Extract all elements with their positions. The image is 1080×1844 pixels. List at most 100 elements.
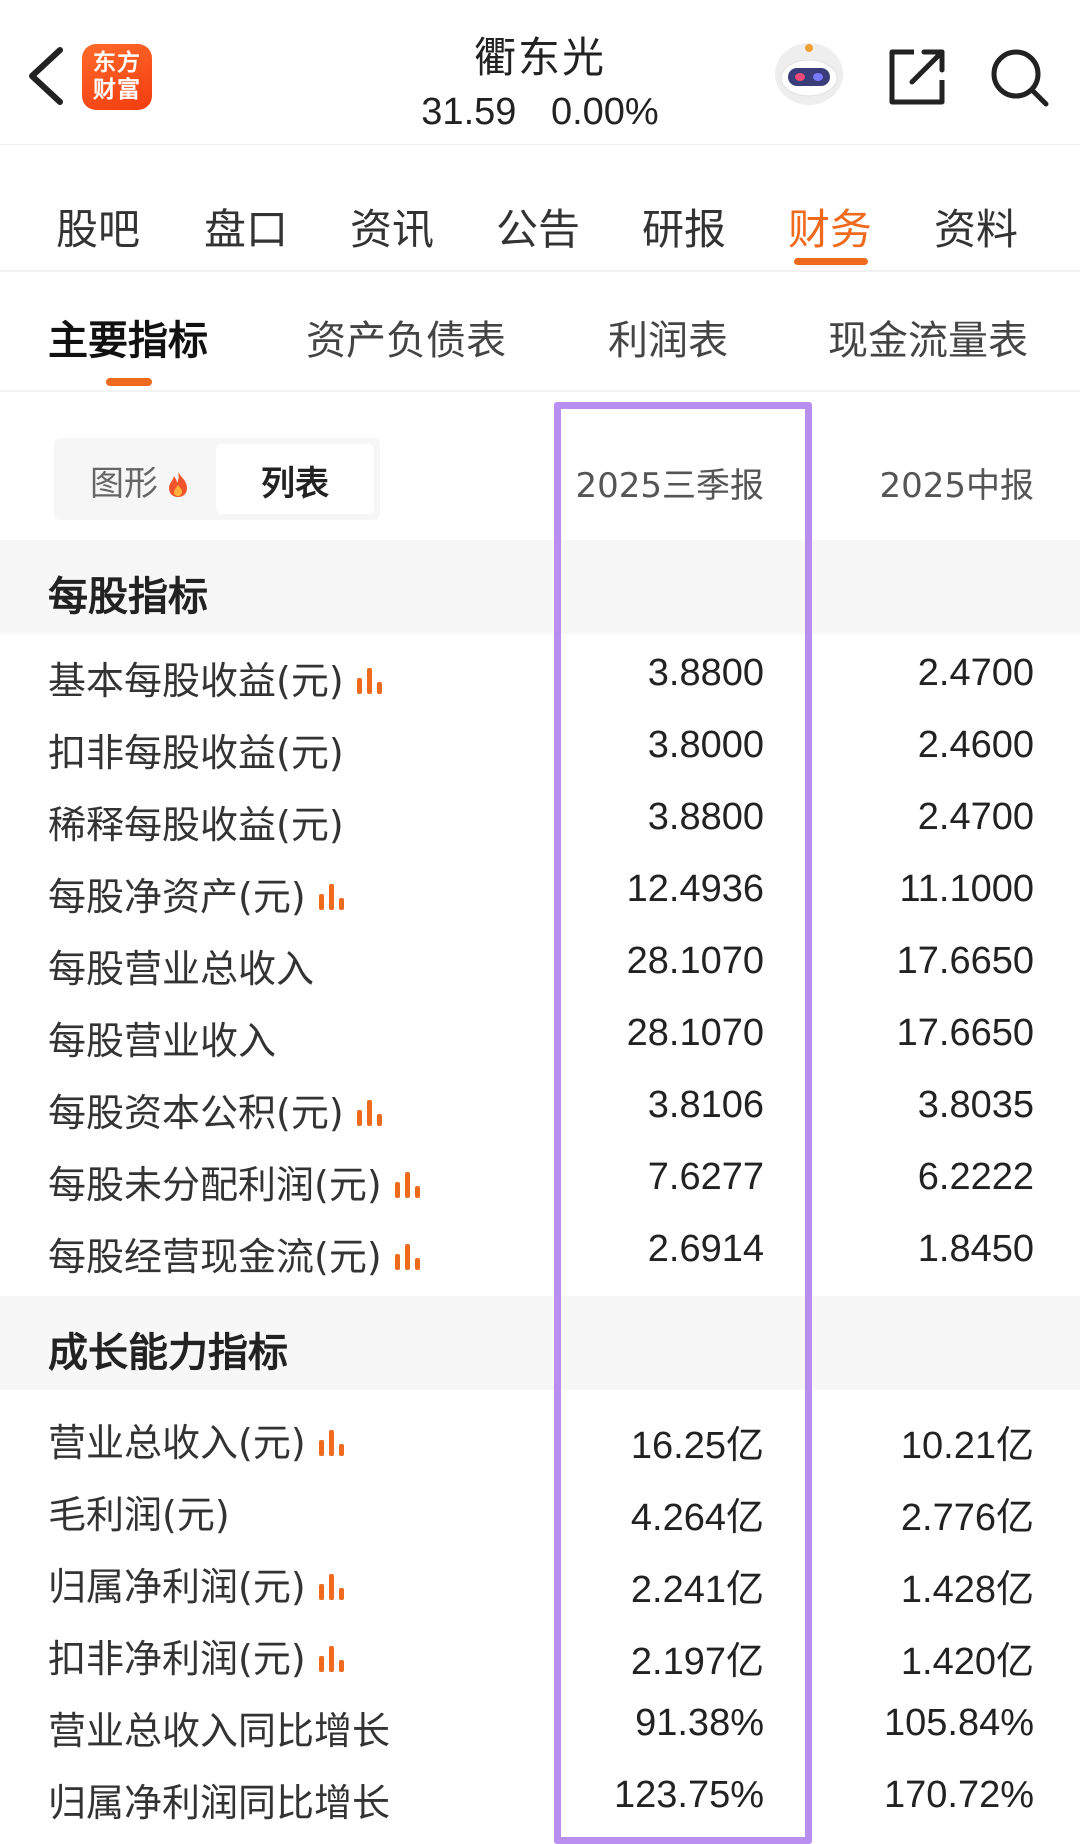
app-logo[interactable]: 东方 财富: [82, 44, 152, 110]
value-q3: 28.1070: [626, 940, 764, 982]
value-q3: 2.197亿: [630, 1641, 764, 1683]
value-h1: 105.84%: [883, 1702, 1034, 1744]
row-label-wrap: 每股未分配利润(元): [48, 1154, 424, 1209]
row-label: 归属净利润同比增长: [48, 1781, 391, 1825]
row-label: 每股营业收入: [48, 1019, 277, 1063]
stock-quote: 31.59 0.00%: [340, 91, 740, 134]
value-q3: 2.241亿: [630, 1569, 764, 1611]
table-row[interactable]: 每股营业总收入 28.1070 17.6650: [0, 926, 1080, 998]
row-label: 每股资本公积(元): [48, 1091, 344, 1135]
period-header-h1[interactable]: 2025中报: [879, 466, 1034, 506]
bar-chart-icon[interactable]: [354, 1096, 386, 1128]
section-header-growth: 成长能力指标: [0, 1296, 1080, 1390]
row-label: 扣非净利润(元): [48, 1637, 306, 1681]
row-label: 营业总收入同比增长: [48, 1709, 391, 1753]
value-q3: 12.4936: [626, 868, 764, 910]
value-h1: 170.72%: [883, 1774, 1034, 1816]
value-q3: 91.38%: [635, 1702, 764, 1744]
table-row[interactable]: 每股资本公积(元) 3.8106 3.8035: [0, 1070, 1080, 1142]
tab-pankou[interactable]: 盘口: [204, 205, 289, 254]
value-h1: 3.8035: [917, 1084, 1034, 1126]
row-label-wrap: 营业总收入(元): [48, 1412, 348, 1467]
active-tab-indicator: [794, 258, 868, 265]
value-q3: 3.8800: [647, 652, 764, 694]
finance-subtab-bar: 主要指标 资产负债表 利润表 现金流量表: [0, 272, 1080, 392]
row-label: 基本每股收益(元): [48, 659, 344, 703]
table-row[interactable]: 营业总收入(元) 16.25亿 10.21亿: [0, 1400, 1080, 1472]
row-label: 每股未分配利润(元): [48, 1163, 382, 1207]
value-q3: 123.75%: [613, 1774, 764, 1816]
table-row[interactable]: 毛利润(元) 4.264亿 2.776亿: [0, 1472, 1080, 1544]
back-arrow-icon[interactable]: [22, 44, 70, 108]
value-h1: 2.4600: [917, 724, 1034, 766]
row-label: 毛利润(元): [48, 1493, 230, 1537]
stock-change: 0.00%: [550, 91, 659, 133]
value-h1: 1.8450: [917, 1228, 1034, 1270]
subtab-cash-flow[interactable]: 现金流量表: [828, 318, 1028, 364]
table-row[interactable]: 稀释每股收益(元) 3.8800 2.4700: [0, 782, 1080, 854]
list-view-button[interactable]: 列表: [216, 444, 374, 514]
value-q3: 16.25亿: [630, 1425, 764, 1467]
section-title: 每股指标: [48, 574, 208, 620]
table-row[interactable]: 基本每股收益(元) 3.8800 2.4700: [0, 638, 1080, 710]
row-label-wrap: 每股资本公积(元): [48, 1082, 386, 1137]
row-label-wrap: 归属净利润(元): [48, 1556, 348, 1611]
bar-chart-icon[interactable]: [316, 1570, 348, 1602]
subtab-income-statement[interactable]: 利润表: [608, 318, 728, 364]
value-q3: 3.8000: [647, 724, 764, 766]
value-h1: 2.4700: [917, 652, 1034, 694]
value-q3: 3.8800: [647, 796, 764, 838]
row-label: 归属净利润(元): [48, 1565, 306, 1609]
robot-assistant-icon[interactable]: [772, 38, 846, 108]
table-row[interactable]: 归属净利润(元) 2.241亿 1.428亿: [0, 1544, 1080, 1616]
tab-research[interactable]: 研报: [642, 205, 727, 254]
row-label: 扣非每股收益(元): [48, 731, 344, 775]
value-h1: 1.428亿: [900, 1569, 1034, 1611]
section-title: 成长能力指标: [48, 1330, 288, 1376]
subtab-balance-sheet[interactable]: 资产负债表: [306, 318, 506, 364]
bar-chart-icon[interactable]: [392, 1168, 424, 1200]
section-header-per-share: 每股指标: [0, 540, 1080, 634]
row-label: 营业总收入(元): [48, 1421, 306, 1465]
value-q3: 2.6914: [647, 1228, 764, 1270]
app-header: 东方 财富 衢东光 31.59 0.00%: [0, 0, 1080, 145]
row-label: 每股营业总收入: [48, 947, 315, 991]
table-row[interactable]: 归属净利润同比增长 123.75% 170.72%: [0, 1760, 1080, 1832]
row-label-wrap: 每股净资产(元): [48, 866, 348, 921]
chart-view-button[interactable]: 图形: [54, 438, 214, 520]
table-row[interactable]: 扣非净利润(元) 2.197亿 1.420亿: [0, 1616, 1080, 1688]
table-row[interactable]: 每股未分配利润(元) 7.6277 6.2222: [0, 1142, 1080, 1214]
bar-chart-icon[interactable]: [392, 1240, 424, 1272]
bar-chart-icon[interactable]: [316, 880, 348, 912]
chart-view-label: 图形: [90, 464, 158, 504]
tab-finance[interactable]: 财务: [788, 205, 873, 254]
bar-chart-icon[interactable]: [316, 1426, 348, 1458]
value-h1: 1.420亿: [900, 1641, 1034, 1683]
table-row[interactable]: 每股净资产(元) 12.4936 11.1000: [0, 854, 1080, 926]
column-header-row: 图形 列表 2025三季报 2025中报: [0, 392, 1080, 540]
stock-name: 衢东光: [473, 33, 606, 82]
value-h1: 2.776亿: [900, 1497, 1034, 1539]
fire-icon: [169, 471, 187, 497]
row-label-wrap: 扣非净利润(元): [48, 1628, 348, 1683]
row-label-wrap: 每股经营现金流(元): [48, 1226, 424, 1281]
value-h1: 11.1000: [899, 868, 1034, 910]
period-header-q3[interactable]: 2025三季报: [575, 466, 764, 506]
view-toggle: 图形 列表: [54, 438, 380, 520]
table-row[interactable]: 扣非每股收益(元) 3.8000 2.4600: [0, 710, 1080, 782]
tab-news[interactable]: 资讯: [350, 205, 435, 254]
bar-chart-icon[interactable]: [316, 1642, 348, 1674]
value-h1: 6.2222: [917, 1156, 1034, 1198]
tab-announcements[interactable]: 公告: [496, 205, 581, 254]
value-q3: 4.264亿: [630, 1497, 764, 1539]
bar-chart-icon[interactable]: [354, 664, 386, 696]
table-row[interactable]: 每股营业收入 28.1070 17.6650: [0, 998, 1080, 1070]
search-icon[interactable]: [986, 44, 1052, 110]
tab-guba[interactable]: 股吧: [56, 205, 141, 254]
tab-profile[interactable]: 资料: [934, 205, 1019, 254]
logo-line1: 东方: [93, 50, 141, 76]
subtab-key-indicators[interactable]: 主要指标: [48, 318, 208, 364]
table-row[interactable]: 营业总收入同比增长 91.38% 105.84%: [0, 1688, 1080, 1760]
table-row[interactable]: 每股经营现金流(元) 2.6914 1.8450: [0, 1214, 1080, 1286]
share-icon[interactable]: [884, 44, 950, 110]
